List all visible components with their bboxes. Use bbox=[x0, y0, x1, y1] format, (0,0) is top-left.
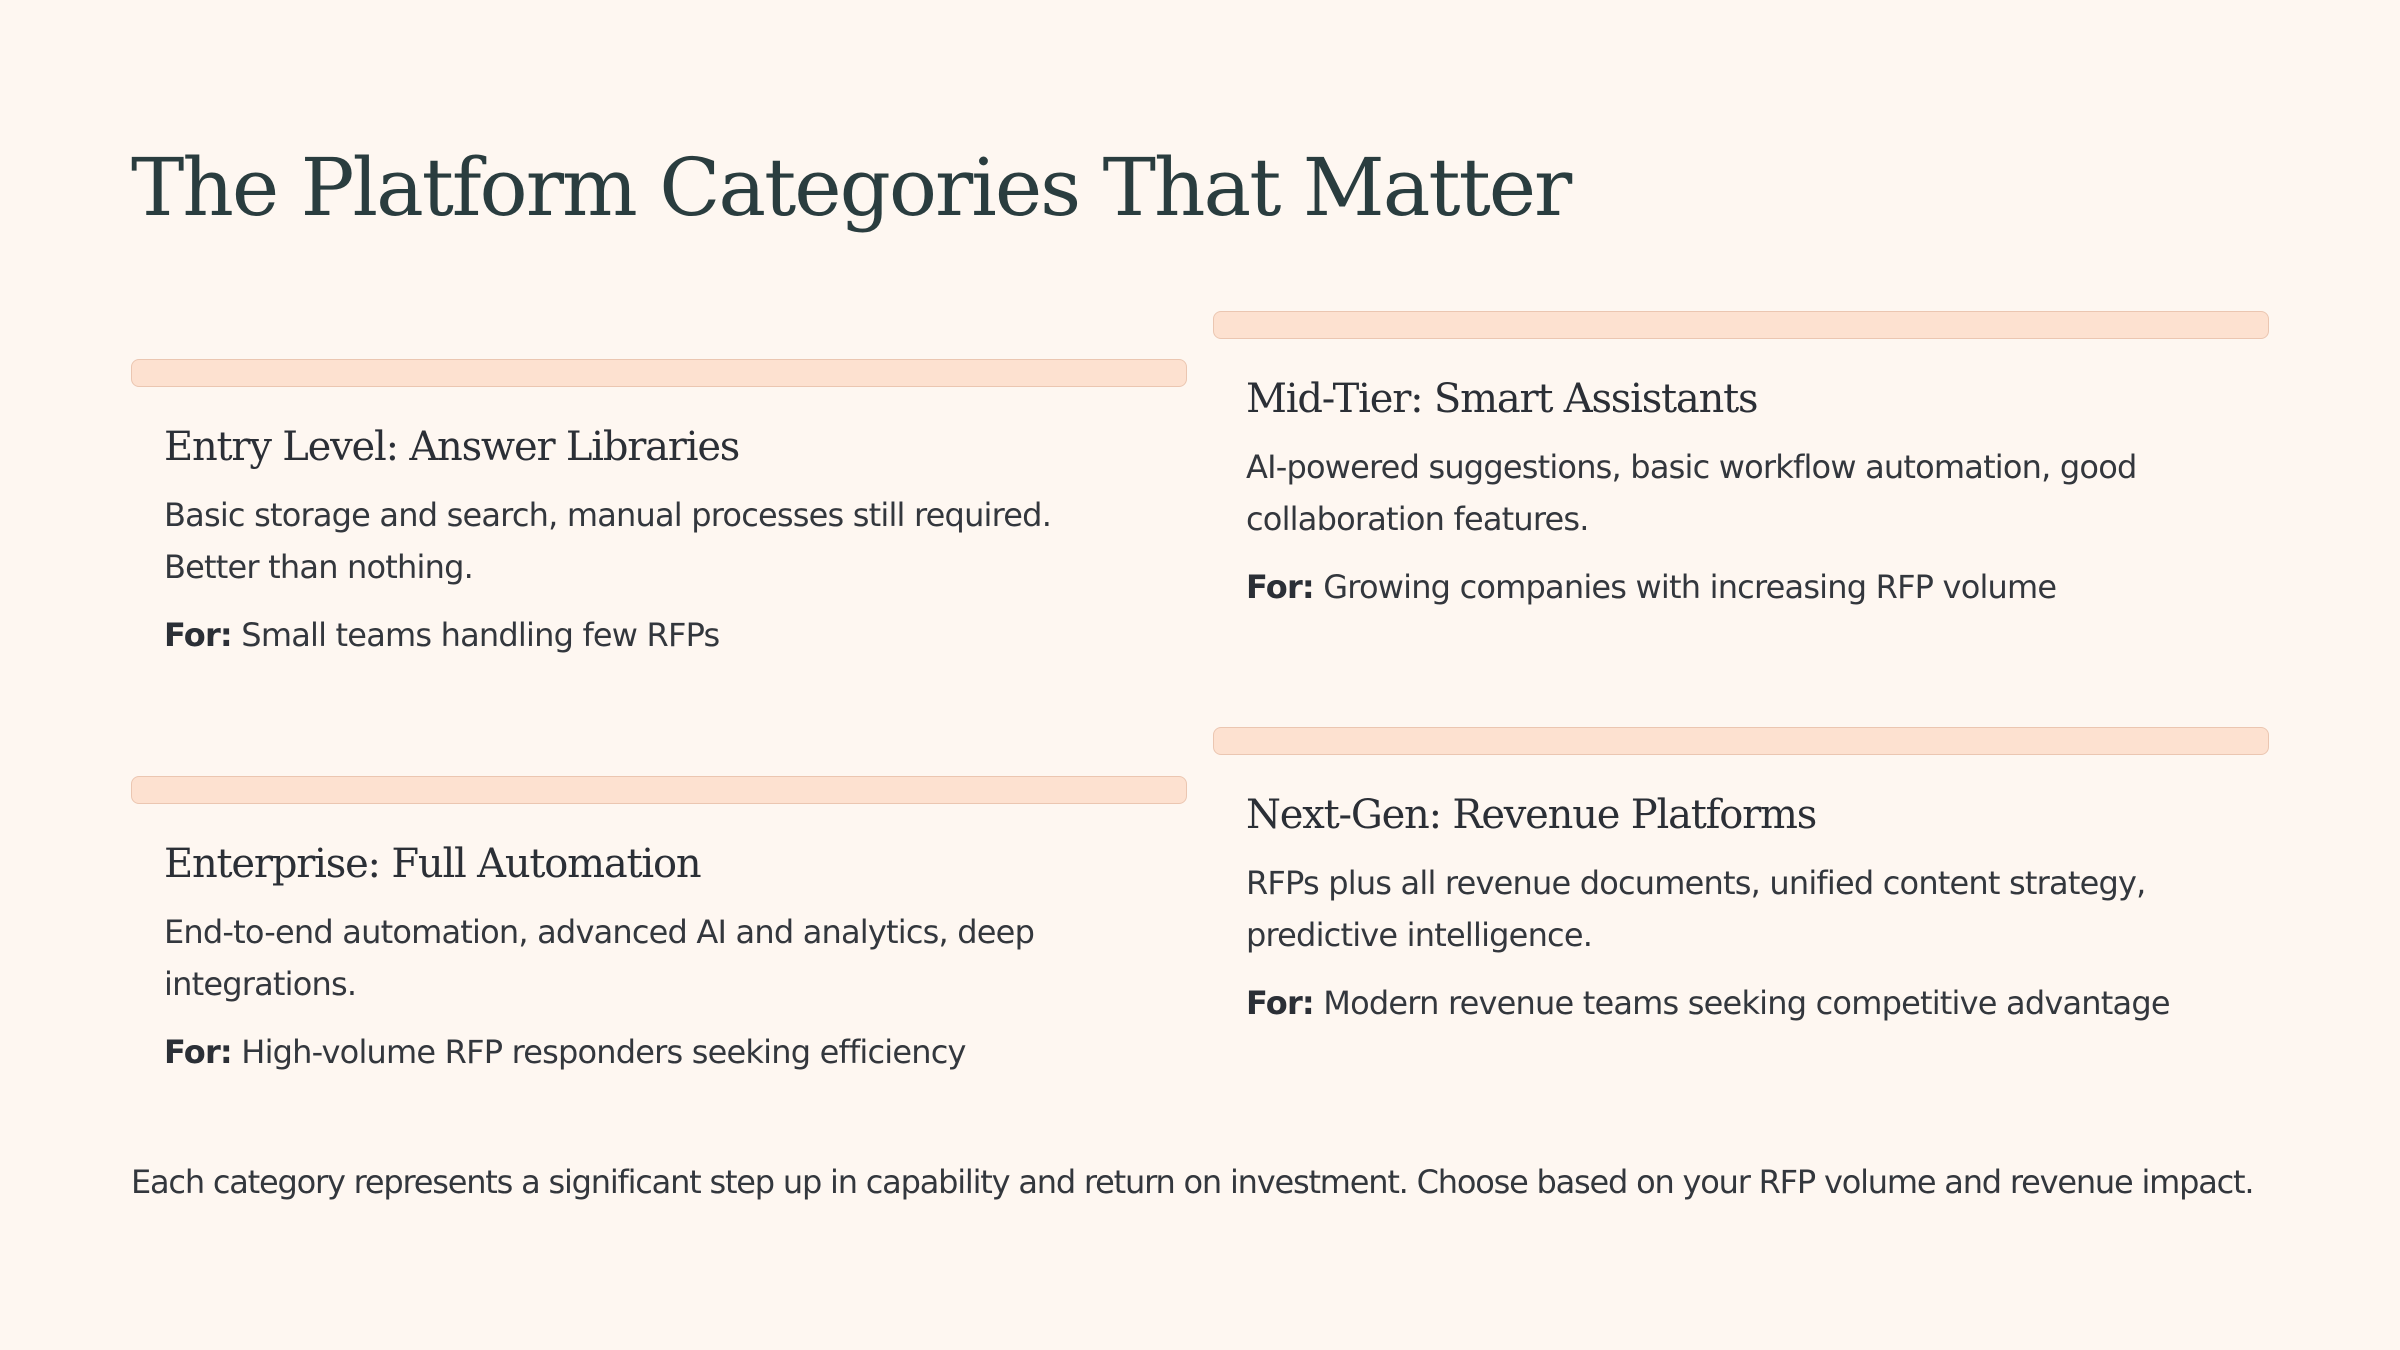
category-card-next-gen: Next-Gen: Revenue Platforms RFPs plus al… bbox=[1213, 727, 2269, 1025]
for-text: Modern revenue teams seeking competitive… bbox=[1313, 984, 2170, 1022]
for-text: High-volume RFP responders seeking effic… bbox=[231, 1033, 966, 1071]
card-description: RFPs plus all revenue documents, unified… bbox=[1246, 864, 2146, 954]
card-audience: For: Small teams handling few RFPs bbox=[164, 613, 1154, 657]
card-accent-bar bbox=[1213, 727, 2269, 755]
for-text: Small teams handling few RFPs bbox=[231, 616, 720, 654]
card-accent-bar bbox=[131, 776, 1187, 804]
category-card-enterprise: Enterprise: Full Automation End-to-end a… bbox=[131, 776, 1187, 1074]
card-description: End-to-end automation, advanced AI and a… bbox=[164, 913, 1035, 1003]
for-label: For: bbox=[164, 1033, 233, 1071]
category-card-entry-level: Entry Level: Answer Libraries Basic stor… bbox=[131, 359, 1187, 657]
category-card-mid-tier: Mid-Tier: Smart Assistants AI-powered su… bbox=[1213, 311, 2269, 609]
card-audience: For: Modern revenue teams seeking compet… bbox=[1246, 981, 2236, 1025]
card-accent-bar bbox=[1213, 311, 2269, 339]
card-title: Mid-Tier: Smart Assistants bbox=[1246, 376, 1759, 422]
card-title: Next-Gen: Revenue Platforms bbox=[1246, 792, 1817, 838]
card-accent-bar bbox=[131, 359, 1187, 387]
for-label: For: bbox=[1246, 984, 1315, 1022]
card-title: Enterprise: Full Automation bbox=[164, 841, 702, 887]
card-description: Basic storage and search, manual process… bbox=[164, 496, 1052, 586]
for-label: For: bbox=[164, 616, 233, 654]
slide-title: The Platform Categories That Matter bbox=[131, 141, 1572, 234]
card-audience: For: Growing companies with increasing R… bbox=[1246, 565, 2236, 609]
card-title: Entry Level: Answer Libraries bbox=[164, 424, 740, 470]
for-text: Growing companies with increasing RFP vo… bbox=[1313, 568, 2057, 606]
slide-footer-note: Each category represents a significant s… bbox=[131, 1163, 2255, 1201]
for-label: For: bbox=[1246, 568, 1315, 606]
card-audience: For: High-volume RFP responders seeking … bbox=[164, 1030, 1154, 1074]
card-description: AI-powered suggestions, basic workflow a… bbox=[1246, 448, 2137, 538]
